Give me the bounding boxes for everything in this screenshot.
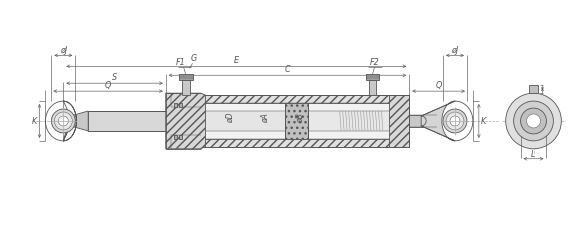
Polygon shape xyxy=(179,104,182,108)
Circle shape xyxy=(513,102,554,141)
Circle shape xyxy=(450,116,460,126)
Text: L: L xyxy=(531,149,536,158)
Circle shape xyxy=(443,109,467,133)
Polygon shape xyxy=(528,86,539,94)
Circle shape xyxy=(446,112,464,130)
Circle shape xyxy=(58,116,68,126)
Polygon shape xyxy=(308,112,390,131)
Text: øJ: øJ xyxy=(60,46,67,55)
Text: øD: øD xyxy=(226,112,235,123)
Polygon shape xyxy=(88,112,166,131)
Polygon shape xyxy=(174,135,176,139)
Polygon shape xyxy=(206,112,285,131)
Text: G: G xyxy=(190,54,197,63)
Text: F1: F1 xyxy=(176,58,186,67)
Polygon shape xyxy=(174,104,176,108)
Text: K: K xyxy=(32,117,37,126)
Text: K: K xyxy=(481,117,486,126)
Text: øB: øB xyxy=(296,112,304,122)
Polygon shape xyxy=(70,112,88,131)
Text: E: E xyxy=(234,56,239,65)
Text: C: C xyxy=(285,65,291,74)
Text: Q: Q xyxy=(435,81,442,90)
Circle shape xyxy=(527,115,540,128)
Polygon shape xyxy=(390,96,409,147)
Circle shape xyxy=(506,94,562,149)
Polygon shape xyxy=(285,104,308,139)
Polygon shape xyxy=(182,81,190,96)
Polygon shape xyxy=(179,75,193,81)
Text: Q: Q xyxy=(105,81,111,90)
Text: øJ: øJ xyxy=(452,46,458,55)
Polygon shape xyxy=(421,102,455,141)
Text: øA: øA xyxy=(261,112,270,122)
Polygon shape xyxy=(64,102,76,141)
Text: F2: F2 xyxy=(370,58,379,67)
Polygon shape xyxy=(366,75,379,81)
Polygon shape xyxy=(368,81,376,96)
Circle shape xyxy=(52,109,75,133)
Polygon shape xyxy=(166,96,390,104)
Polygon shape xyxy=(179,135,182,139)
Circle shape xyxy=(521,109,547,134)
Polygon shape xyxy=(166,94,206,149)
Polygon shape xyxy=(166,139,390,147)
Circle shape xyxy=(54,112,72,130)
Text: S: S xyxy=(112,73,117,82)
Polygon shape xyxy=(409,116,429,127)
Polygon shape xyxy=(166,104,390,139)
